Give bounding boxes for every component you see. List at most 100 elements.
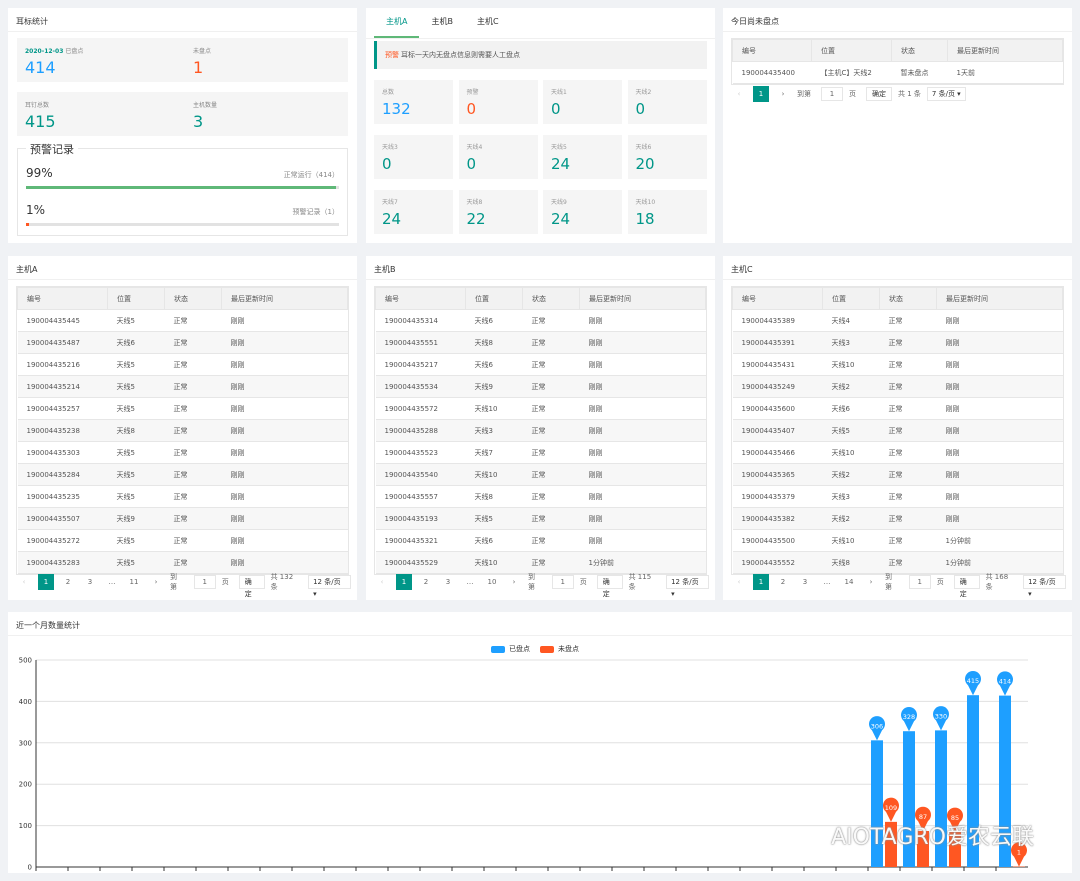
page-size-select[interactable]: 12 条/页 ▾ [666, 575, 709, 598]
table-row[interactable]: 190004435379 天线3 正常 刚刚 [732, 485, 1063, 508]
table-cell: 天线5 [107, 397, 165, 420]
table-row[interactable]: 190004435249 天线2 正常 刚刚 [732, 375, 1063, 398]
antenna-value: 0 [466, 100, 477, 118]
table-row[interactable]: 190004435321 天线6 正常 刚刚 [375, 529, 706, 552]
col-header: 最后更新时间 [947, 39, 1063, 62]
legend-label: 已盘点 [509, 645, 530, 653]
table-cell: 天线5 [822, 419, 880, 442]
table-row[interactable]: 190004435572 天线10 正常 刚刚 [375, 397, 706, 420]
table-row[interactable]: 190004435288 天线3 正常 刚刚 [375, 419, 706, 442]
table-row[interactable]: 190004435214 天线5 正常 刚刚 [17, 375, 348, 398]
table-row[interactable]: 190004435235 天线5 正常 刚刚 [17, 485, 348, 508]
table-row[interactable]: 190004435407 天线5 正常 刚刚 [732, 419, 1063, 442]
page-button[interactable]: 11 [129, 578, 139, 586]
table-row[interactable]: 190004435431 天线10 正常 刚刚 [732, 353, 1063, 376]
table-row[interactable]: 190004435445 天线5 正常 刚刚 [17, 309, 348, 332]
page-size-select[interactable]: 7 条/页 ▾ [926, 87, 966, 101]
next-page-icon[interactable]: › [781, 90, 785, 98]
table-cell: 刚刚 [936, 397, 1063, 420]
page-button[interactable]: 1 [753, 86, 769, 102]
table-cell: 刚刚 [936, 309, 1063, 332]
tab-host-b[interactable]: 主机B [431, 17, 453, 26]
next-page-icon[interactable]: › [869, 578, 873, 586]
table-row[interactable]: 190004435529 天线10 正常 1分钟前 [375, 551, 706, 574]
card-title: 耳标统计 [8, 8, 357, 32]
page-button[interactable]: 14 [844, 578, 854, 586]
page-button[interactable]: 3 [445, 578, 451, 586]
table-row[interactable]: 190004435193 天线5 正常 刚刚 [375, 507, 706, 530]
table-cell: 天线5 [107, 375, 165, 398]
table-row[interactable]: 190004435365 天线2 正常 刚刚 [732, 463, 1063, 486]
data-label: 306 [871, 722, 883, 730]
table-row[interactable]: 190004435303 天线5 正常 刚刚 [17, 441, 348, 464]
table-row[interactable]: 190004435557 天线8 正常 刚刚 [375, 485, 706, 508]
table-row[interactable]: 190004435257 天线5 正常 刚刚 [17, 397, 348, 420]
legend-item[interactable]: 未盘点 [540, 644, 579, 654]
table-row[interactable]: 190004435540 天线10 正常 刚刚 [375, 463, 706, 486]
page-button[interactable]: 1 [753, 574, 769, 590]
prev-page-icon[interactable]: ‹ [737, 578, 741, 586]
table-row[interactable]: 190004435552 天线8 正常 1分钟前 [732, 551, 1063, 574]
table-row[interactable]: 190004435551 天线8 正常 刚刚 [375, 331, 706, 354]
confirm-button[interactable]: 确定 [866, 87, 892, 101]
table-row[interactable]: 190004435466 天线10 正常 刚刚 [732, 441, 1063, 464]
tab-host-a[interactable]: 主机A [374, 8, 420, 38]
page-size-select[interactable]: 12 条/页 ▾ [1023, 575, 1066, 598]
page-button[interactable]: 3 [802, 578, 808, 586]
page-button[interactable]: 3 [87, 578, 93, 586]
prev-page-icon[interactable]: ‹ [737, 90, 741, 98]
tab-host-c[interactable]: 主机C [476, 17, 499, 26]
page-button[interactable]: 2 [65, 578, 71, 586]
table-row[interactable]: 190004435272 天线5 正常 刚刚 [17, 529, 348, 552]
confirm-button[interactable]: 确定 [596, 575, 623, 598]
page-input[interactable]: 1 [551, 575, 574, 589]
table-row[interactable]: 190004435382 天线2 正常 刚刚 [732, 507, 1063, 530]
col-header: 最后更新时间 [936, 287, 1063, 310]
page-button[interactable]: 1 [396, 574, 412, 590]
table-row[interactable]: 190004435283 天线5 正常 刚刚 [17, 551, 348, 574]
page-input[interactable]: 1 [821, 87, 843, 101]
chart-legend: 已盘点 未盘点 [8, 644, 1072, 655]
table-cell: 正常 [879, 353, 937, 376]
page-button[interactable]: 1 [38, 574, 54, 590]
goto-label: 到第 [170, 573, 177, 591]
table-row[interactable]: 190004435314 天线6 正常 刚刚 [375, 309, 706, 332]
table-row[interactable]: 190004435534 天线9 正常 刚刚 [375, 375, 706, 398]
table-cell: 正常 [879, 375, 937, 398]
prev-page-icon[interactable]: ‹ [380, 578, 384, 586]
page-button[interactable]: 10 [487, 578, 497, 586]
next-page-icon[interactable]: › [154, 578, 158, 586]
page-input[interactable]: 1 [193, 575, 216, 589]
legend-item[interactable]: 已盘点 [491, 644, 530, 654]
table-row[interactable]: 190004435389 天线4 正常 刚刚 [732, 309, 1063, 332]
page-size-select[interactable]: 12 条/页 ▾ [308, 575, 351, 598]
table-row[interactable]: 190004435523 天线7 正常 刚刚 [375, 441, 706, 464]
table-cell: 刚刚 [936, 507, 1063, 530]
table-row[interactable]: 190004435238 天线8 正常 刚刚 [17, 419, 348, 442]
data-pin [869, 716, 885, 741]
table-row[interactable]: 190004435391 天线3 正常 刚刚 [732, 331, 1063, 354]
confirm-button[interactable]: 确定 [953, 575, 980, 598]
table-cell: 正常 [879, 507, 937, 530]
table-row[interactable]: 190004435216 天线5 正常 刚刚 [17, 353, 348, 376]
page-input[interactable]: 1 [908, 575, 931, 589]
table-row[interactable]: 190004435507 天线9 正常 刚刚 [17, 507, 348, 530]
table-row[interactable]: 190004435500 天线10 正常 1分钟前 [732, 529, 1063, 552]
page-button[interactable]: 2 [423, 578, 429, 586]
table-row[interactable]: 190004435284 天线5 正常 刚刚 [17, 463, 348, 486]
next-page-icon[interactable]: › [512, 578, 516, 586]
table-row[interactable]: 190004435487 天线6 正常 刚刚 [17, 331, 348, 354]
prev-page-icon[interactable]: ‹ [22, 578, 26, 586]
confirm-button[interactable]: 确定 [238, 575, 265, 598]
table-cell: 天线6 [465, 353, 523, 376]
table-row[interactable]: 190004435400 【主机C】天线2 暂未盘点 1天前 [732, 61, 1063, 84]
table-cell: 190004435523 [375, 441, 466, 464]
table-cell: 190004435379 [732, 485, 823, 508]
stat-label: 主机数量 [193, 102, 218, 109]
table-cell: 190004435391 [732, 331, 823, 354]
table-cell: 天线5 [107, 353, 165, 376]
page-button[interactable]: 2 [780, 578, 786, 586]
table-row[interactable]: 190004435217 天线6 正常 刚刚 [375, 353, 706, 376]
watermark-logo: AIOTAGRO爱农云联 [831, 825, 1034, 850]
table-row[interactable]: 190004435600 天线6 正常 刚刚 [732, 397, 1063, 420]
